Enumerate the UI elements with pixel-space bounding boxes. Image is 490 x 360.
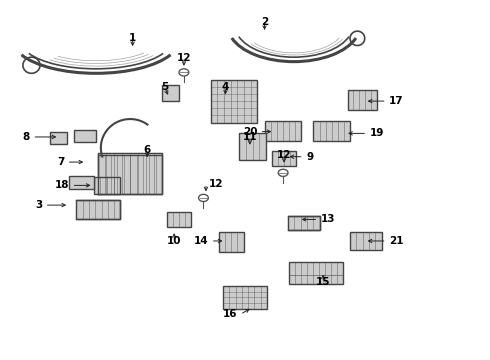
- Bar: [350, 232, 382, 250]
- Bar: [239, 134, 266, 160]
- Polygon shape: [76, 200, 121, 220]
- Bar: [49, 132, 67, 144]
- Bar: [94, 177, 121, 194]
- Text: 12: 12: [208, 179, 223, 189]
- Text: 1: 1: [129, 33, 136, 43]
- Text: 15: 15: [316, 277, 330, 287]
- Text: 2: 2: [261, 17, 268, 27]
- Text: 3: 3: [35, 200, 42, 210]
- Text: 7: 7: [57, 157, 64, 167]
- Text: 19: 19: [369, 129, 384, 138]
- Bar: [289, 262, 343, 284]
- Bar: [347, 90, 377, 110]
- Bar: [167, 212, 191, 226]
- Text: 12: 12: [277, 150, 292, 160]
- Text: 9: 9: [306, 152, 313, 162]
- Text: 5: 5: [161, 82, 168, 92]
- Text: 14: 14: [194, 236, 208, 246]
- Text: 13: 13: [321, 215, 335, 224]
- Bar: [98, 155, 162, 194]
- Text: 21: 21: [389, 236, 404, 246]
- Bar: [76, 200, 121, 220]
- Text: 18: 18: [54, 180, 69, 190]
- Polygon shape: [98, 153, 162, 194]
- Text: 12: 12: [177, 53, 191, 63]
- Text: 17: 17: [389, 96, 404, 106]
- Polygon shape: [288, 216, 320, 230]
- Bar: [219, 232, 244, 252]
- Text: 6: 6: [144, 144, 151, 154]
- Bar: [223, 286, 267, 309]
- Text: 20: 20: [243, 127, 257, 136]
- Text: 16: 16: [223, 310, 238, 319]
- Text: 8: 8: [23, 132, 30, 142]
- Bar: [288, 216, 320, 230]
- Bar: [314, 121, 350, 140]
- Bar: [272, 151, 296, 166]
- Text: 11: 11: [243, 132, 257, 142]
- Bar: [265, 121, 301, 140]
- Bar: [162, 85, 179, 101]
- Bar: [74, 130, 96, 142]
- Bar: [69, 176, 94, 189]
- Text: 10: 10: [167, 236, 181, 246]
- Bar: [211, 80, 257, 123]
- Text: 4: 4: [222, 82, 229, 92]
